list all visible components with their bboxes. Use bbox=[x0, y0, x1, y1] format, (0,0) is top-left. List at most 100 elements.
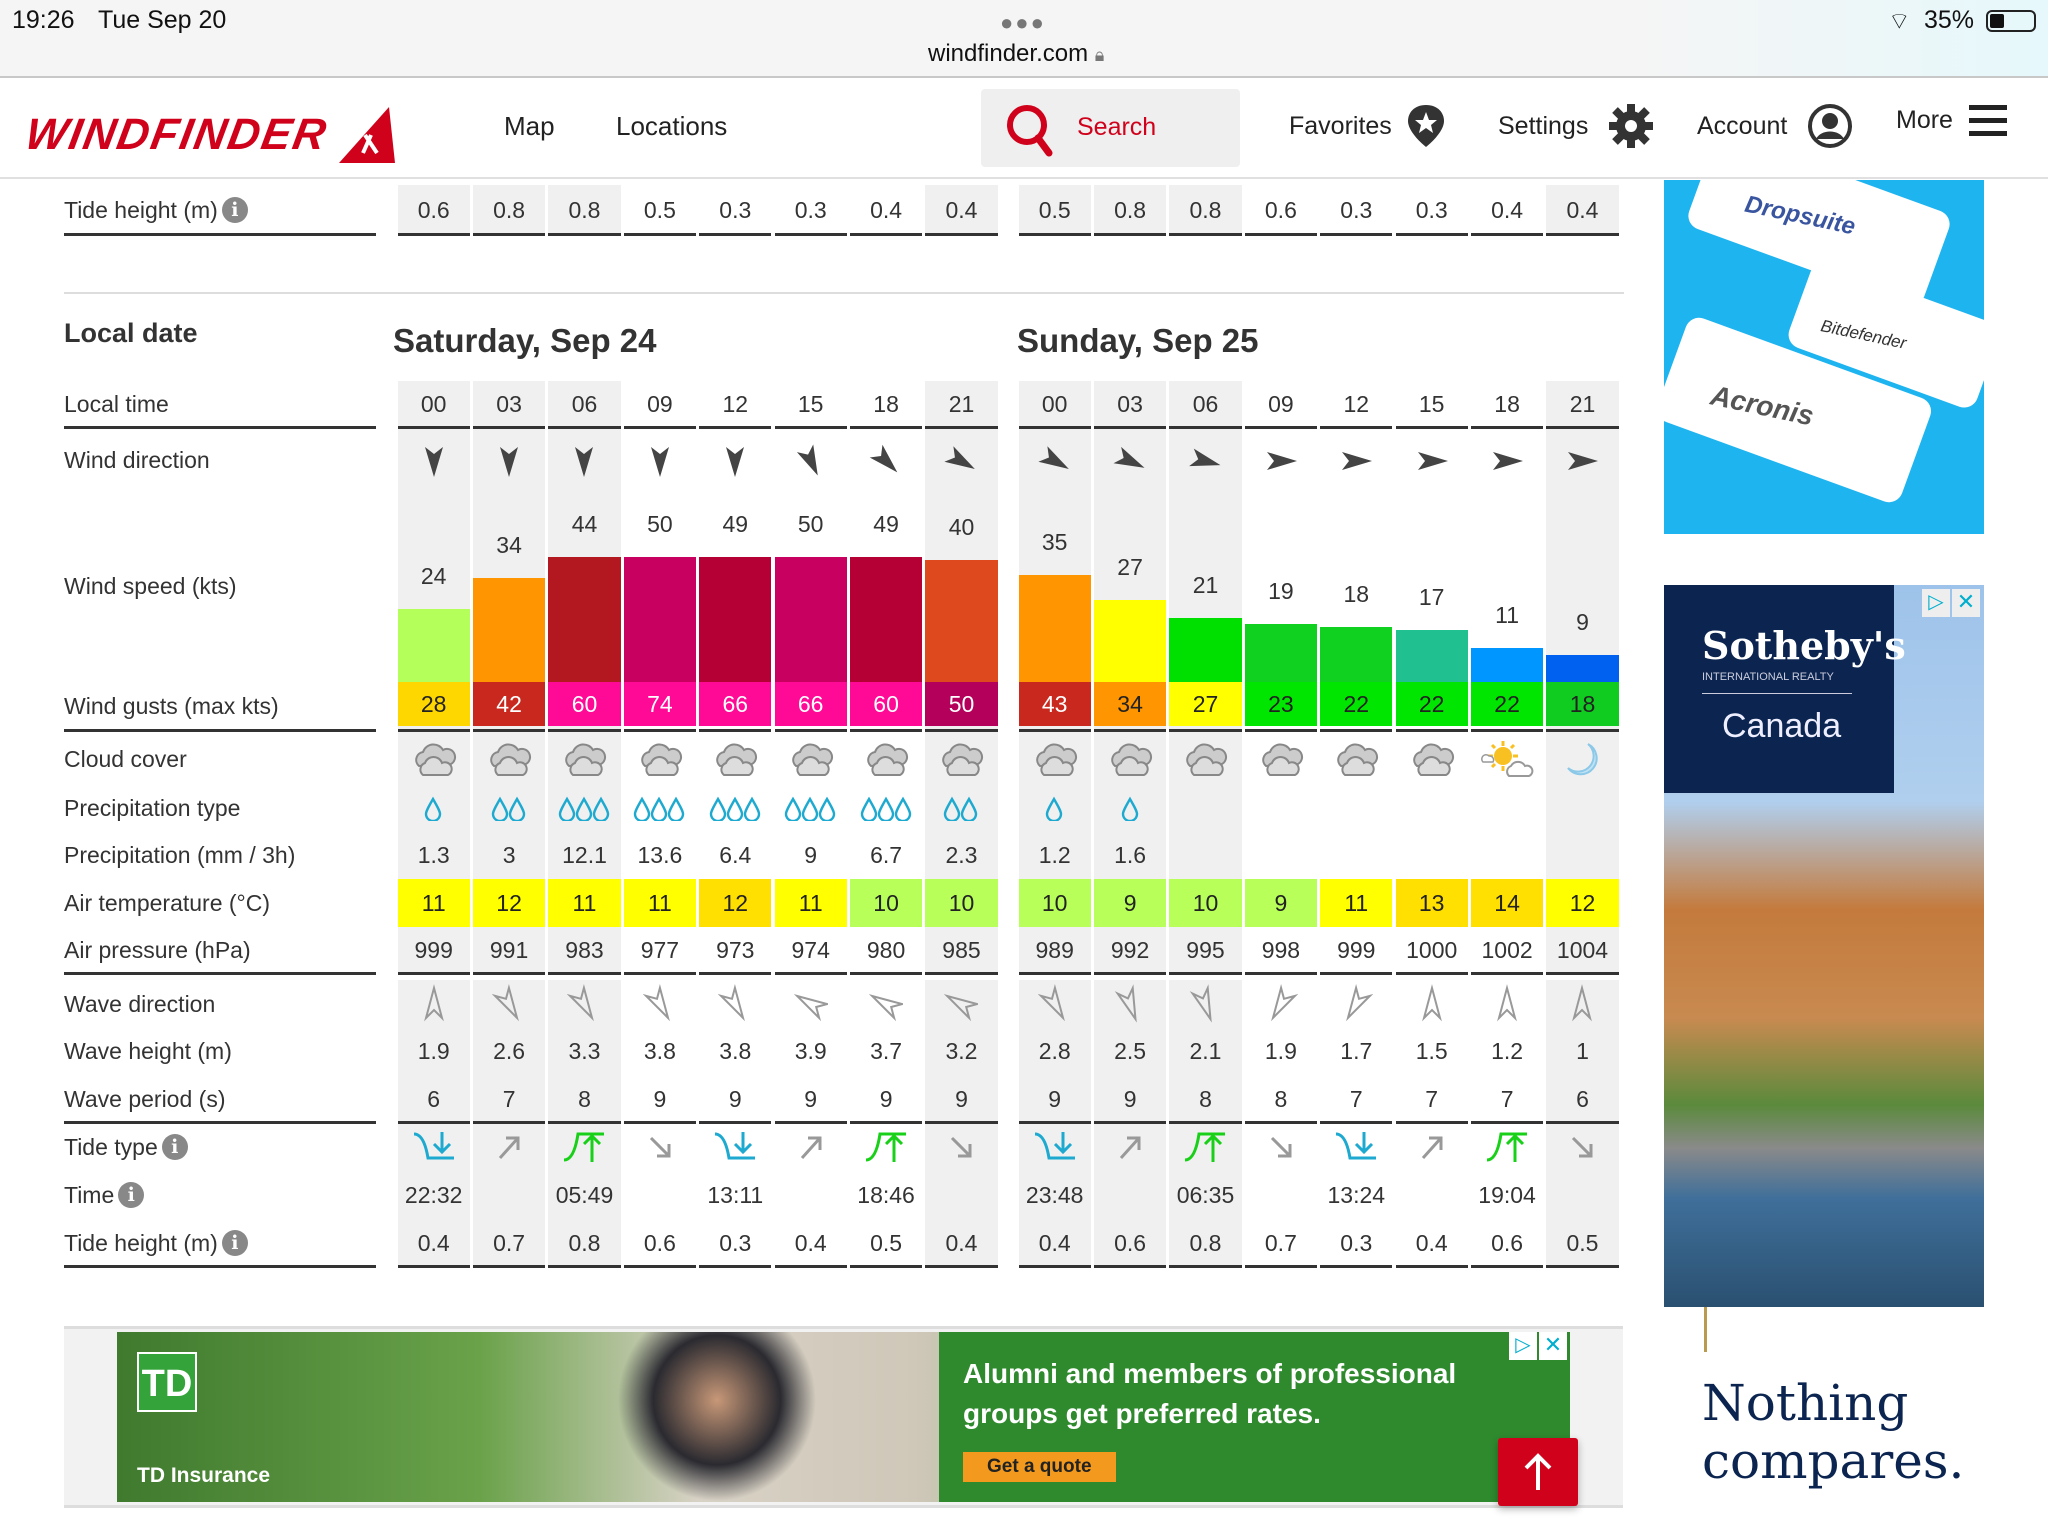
wave-direction-arrow-icon bbox=[925, 980, 997, 1028]
nav-locations[interactable]: Locations bbox=[616, 111, 728, 141]
windfinder-logo[interactable]: WINDFINDER bbox=[22, 105, 397, 165]
air-pressure-value: 999 bbox=[1337, 937, 1376, 963]
grey-column-bg bbox=[548, 185, 621, 235]
tide-height-value: 0.8 bbox=[1189, 196, 1222, 223]
row-label: Tide height (m) i bbox=[64, 1219, 248, 1267]
wind-speed-value: 49 bbox=[722, 511, 749, 537]
row-divider bbox=[64, 426, 376, 429]
nav-more[interactable]: More bbox=[1896, 103, 2007, 137]
wind-speed-bar bbox=[774, 557, 847, 682]
overcast-icon bbox=[624, 735, 696, 784]
row-divider bbox=[1169, 729, 1242, 732]
wave-height-value: 1.9 bbox=[1264, 1038, 1297, 1064]
row-divider bbox=[774, 1265, 847, 1268]
overcast-icon bbox=[1169, 735, 1241, 784]
wave-height-value: 2.5 bbox=[1114, 1038, 1147, 1064]
tide-time-value: 06:35 bbox=[1176, 1181, 1235, 1208]
local-time-value: 06 bbox=[1192, 391, 1219, 417]
nav-account[interactable]: Account bbox=[1697, 103, 1853, 149]
row-divider bbox=[397, 1121, 470, 1124]
wind-direction-arrow-icon bbox=[1169, 431, 1241, 490]
tide-time-value bbox=[1546, 1171, 1618, 1219]
wind-direction-arrow-icon bbox=[1546, 431, 1618, 490]
wind-direction-arrow-icon bbox=[925, 431, 997, 490]
row-divider bbox=[1093, 729, 1167, 732]
row-label: Local time bbox=[64, 381, 169, 428]
precipitation-value: 6.4 bbox=[719, 842, 752, 868]
ad-close-icon[interactable]: ✕ bbox=[1952, 589, 1980, 617]
row-divider bbox=[1320, 972, 1393, 975]
wave-height-value: 1.9 bbox=[417, 1038, 450, 1064]
ad-close-icon[interactable]: ✕ bbox=[1539, 1332, 1567, 1360]
row-label: Tide height (m) i bbox=[64, 185, 248, 235]
tide-height-value: 0.4 bbox=[1491, 196, 1524, 223]
wind-speed-bar bbox=[1244, 624, 1318, 682]
ad-insurance-banner[interactable]: TD TD Insurance Alumni and members of pr… bbox=[117, 1332, 1570, 1502]
row-label: Wind speed (kts) bbox=[64, 490, 237, 682]
grey-column-bg bbox=[1169, 185, 1242, 235]
tide-height-value: 0.4 bbox=[1038, 1229, 1071, 1256]
info-icon[interactable]: i bbox=[221, 197, 248, 223]
tide-height-value: 0.5 bbox=[1566, 1229, 1599, 1256]
info-icon[interactable]: i bbox=[221, 1230, 248, 1256]
wind-gust-value: 66 bbox=[699, 682, 772, 726]
wave-height-value: 1.2 bbox=[1491, 1038, 1524, 1064]
wind-speed-value: 34 bbox=[496, 532, 522, 559]
wind-gust-value: 23 bbox=[1244, 682, 1318, 726]
wind-gust-value: 50 bbox=[925, 682, 998, 726]
wind-speed-bar bbox=[1320, 627, 1393, 682]
scroll-to-top-button[interactable] bbox=[1498, 1438, 1578, 1506]
precipitation-value bbox=[1245, 832, 1317, 879]
local-time-value: 06 bbox=[571, 391, 598, 417]
row-divider bbox=[849, 1265, 923, 1268]
overcast-icon bbox=[699, 735, 771, 784]
row-divider bbox=[1470, 1265, 1544, 1268]
ad-software-banner[interactable]: Dropsuite Bitdefender Acronis bbox=[1664, 180, 1984, 534]
info-icon[interactable]: i bbox=[161, 1134, 188, 1160]
tide-height-value: 0.5 bbox=[643, 196, 676, 223]
row-label-text: Tide height (m) bbox=[64, 1229, 218, 1256]
adchoices-icon[interactable]: ▷ bbox=[1509, 1332, 1537, 1360]
wind-gust-value: 42 bbox=[472, 682, 546, 726]
row-label-text: Tide height (m) bbox=[64, 196, 218, 223]
row-divider bbox=[1395, 233, 1468, 236]
ad-realty-banner[interactable]: Sotheby's INTERNATIONAL REALTY Canada ▷ … bbox=[1664, 585, 1984, 1307]
tide-time-value: 13:11 bbox=[707, 1181, 764, 1208]
row-divider bbox=[1018, 233, 1091, 236]
row-divider bbox=[849, 729, 923, 732]
air-temp-value: 10 bbox=[1018, 879, 1091, 927]
wind-speed-value: 19 bbox=[1268, 578, 1294, 605]
url-bar[interactable]: windfinder.com 🔒︎ bbox=[928, 40, 1104, 68]
search-button[interactable]: Search bbox=[981, 89, 1240, 167]
tide-height-value: 0.5 bbox=[870, 1229, 903, 1256]
air-temp-value: 11 bbox=[623, 879, 697, 927]
row-divider bbox=[548, 729, 621, 732]
multitask-dots-icon[interactable]: ●●● bbox=[1000, 10, 1046, 35]
row-divider bbox=[1018, 1121, 1091, 1124]
air-pressure-value: 980 bbox=[866, 937, 906, 963]
rain-drop-icon bbox=[699, 784, 771, 832]
row-divider bbox=[64, 729, 376, 732]
tide-falling-icon bbox=[925, 1123, 997, 1171]
row-divider bbox=[1169, 426, 1242, 429]
info-icon[interactable]: i bbox=[118, 1182, 145, 1208]
nav-map[interactable]: Map bbox=[504, 111, 555, 141]
row-divider bbox=[925, 1121, 998, 1124]
nav-settings[interactable]: Settings bbox=[1498, 103, 1654, 149]
rain-drop-icon bbox=[548, 784, 620, 832]
row-divider bbox=[1244, 729, 1318, 732]
tide-height-value: 0.4 bbox=[794, 1229, 827, 1256]
row-divider bbox=[1018, 972, 1091, 975]
wind-speed-bar bbox=[925, 560, 998, 682]
nav-favorites[interactable]: Favorites bbox=[1289, 103, 1446, 149]
row-divider bbox=[623, 233, 697, 236]
get-quote-button[interactable]: Get a quote bbox=[963, 1452, 1116, 1482]
wind-direction-arrow-icon bbox=[473, 431, 545, 490]
adchoices-icon[interactable]: ▷ bbox=[1922, 589, 1950, 617]
wave-direction-arrow-icon bbox=[1396, 980, 1468, 1028]
gear-icon bbox=[1609, 104, 1654, 148]
row-divider bbox=[925, 729, 998, 732]
row-divider bbox=[925, 233, 998, 236]
row-label: Precipitation type bbox=[64, 784, 240, 832]
air-temp-value: 10 bbox=[849, 879, 923, 927]
